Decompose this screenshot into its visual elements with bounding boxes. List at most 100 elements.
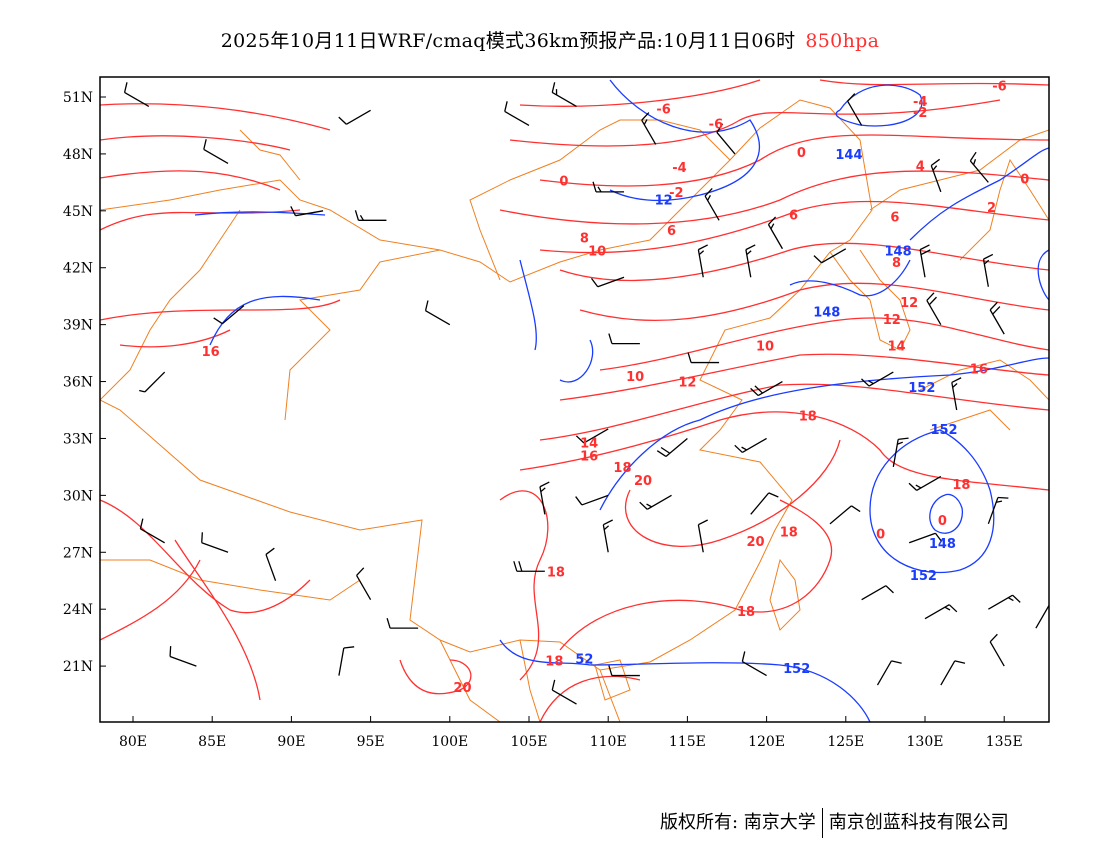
wind-barb-icon xyxy=(513,561,545,572)
wind-barb-icon xyxy=(908,532,943,544)
temperature-contour-label: 6 xyxy=(789,209,798,224)
barb-staff xyxy=(124,91,150,108)
wind-barb-icon xyxy=(608,333,640,345)
barb-staff xyxy=(504,110,530,127)
temperature-contour-label: 14 xyxy=(887,340,905,355)
temperature-contours xyxy=(100,79,1049,722)
barb-flag xyxy=(741,651,746,662)
barb-flag xyxy=(746,250,752,256)
barb-flag xyxy=(897,441,903,445)
barb-staff xyxy=(665,437,688,457)
wind-barb-icon xyxy=(829,505,861,525)
barb-flag xyxy=(1012,594,1021,603)
barb-staff xyxy=(295,210,324,217)
barb-flag xyxy=(951,377,962,384)
barb-flag xyxy=(356,567,365,576)
wind-barb-icon xyxy=(813,248,847,264)
wind-barb-icon xyxy=(988,594,1021,610)
wind-barb-icon xyxy=(919,244,931,278)
barb-flag xyxy=(1007,597,1014,602)
wind-barb-icon xyxy=(338,109,371,125)
height-contour-label: 152 xyxy=(783,662,810,677)
barb-staff xyxy=(641,119,657,145)
barb-flag xyxy=(915,484,922,489)
barb-flag xyxy=(646,503,652,508)
height-contours xyxy=(194,79,1049,722)
temperature-contour-label: 16 xyxy=(580,450,598,465)
barb-flag xyxy=(992,306,1001,315)
wind-barb-icon xyxy=(687,352,720,364)
barb-flag xyxy=(741,446,747,451)
barb-staff xyxy=(861,585,887,601)
temperature-contour-label: 16 xyxy=(970,362,988,377)
barb-flag xyxy=(734,444,743,453)
wind-barb-icon xyxy=(951,377,962,411)
barb-staff xyxy=(716,132,736,155)
height-contour-label: 152 xyxy=(910,569,937,584)
barb-flag xyxy=(983,253,994,260)
barb-flag xyxy=(996,500,1003,503)
temperature-contour-label: 0 xyxy=(1020,173,1029,188)
temperature-contour-label: 8 xyxy=(580,231,589,246)
lat-tick-label: 45N xyxy=(63,204,93,220)
barb-flag xyxy=(698,250,705,256)
lon-tick-label: 110E xyxy=(590,734,627,750)
barb-staff xyxy=(697,524,704,553)
wind-barb-icon xyxy=(969,151,989,183)
barb-staff xyxy=(829,505,852,525)
lon-tick-label: 95E xyxy=(357,734,385,750)
lat-tick-label: 27N xyxy=(63,545,93,561)
lon-tick-label: 100E xyxy=(431,734,468,750)
barb-flag xyxy=(861,378,870,387)
temperature-contour-label: -4 xyxy=(913,95,927,110)
lon-tick-label: 135E xyxy=(986,734,1023,750)
wind-barb-icon xyxy=(338,646,355,676)
barb-flag xyxy=(898,437,909,440)
barb-staff xyxy=(597,276,625,288)
barb-flag xyxy=(354,210,360,221)
wind-barb-icon xyxy=(989,301,1005,335)
wind-barb-icon xyxy=(386,617,419,629)
temperature-contour-label: 12 xyxy=(883,313,901,328)
barb-flag xyxy=(944,606,951,611)
temperature-contour-label: 16 xyxy=(202,345,220,360)
barb-flag xyxy=(603,525,610,531)
barb-staff xyxy=(742,437,767,454)
lon-tick-label: 120E xyxy=(748,734,785,750)
barb-flag xyxy=(983,259,990,265)
barb-staff xyxy=(581,494,609,506)
wind-barb-icon xyxy=(602,519,613,553)
barb-flag xyxy=(169,646,172,657)
barb-flag xyxy=(969,151,977,162)
lat-tick-label: 30N xyxy=(63,488,93,504)
barb-flag xyxy=(989,633,998,643)
lat-tick-label: 48N xyxy=(63,147,93,163)
wind-barb-icon xyxy=(656,437,688,458)
barb-flag xyxy=(201,532,203,543)
barb-staff xyxy=(742,661,767,677)
temperature-contour-label: 4 xyxy=(916,159,925,174)
lon-tick-label: 115E xyxy=(669,734,706,750)
temperature-contour-label: 18 xyxy=(613,461,631,476)
latitude-axis: 51N 48N 45N 42N 39N 36N 33N 30N 27N 24N 21N xyxy=(63,90,106,675)
temperature-contour-label: 20 xyxy=(453,681,471,696)
barb-flag xyxy=(265,547,275,555)
barb-staff xyxy=(551,91,577,108)
copyright-text: 版权所有: 南京大学 xyxy=(660,812,816,833)
wind-barb-icon xyxy=(265,547,277,581)
temperature-contour-label: 18 xyxy=(737,605,755,620)
barb-flag xyxy=(698,519,708,526)
wind-barb-icon xyxy=(575,428,609,444)
barb-staff xyxy=(265,554,277,581)
barb-flag xyxy=(919,244,930,251)
height-contour-label: 148 xyxy=(929,537,956,552)
wind-barb-icon xyxy=(551,82,577,108)
temperature-contour-label: 0 xyxy=(876,527,885,542)
temperature-contour-label: 18 xyxy=(952,478,970,493)
barb-staff xyxy=(767,224,784,250)
barb-flag xyxy=(424,300,429,311)
temperature-contour-label: -2 xyxy=(669,186,683,201)
temperature-contour-label: 2 xyxy=(987,201,996,216)
barb-flag xyxy=(592,181,597,193)
